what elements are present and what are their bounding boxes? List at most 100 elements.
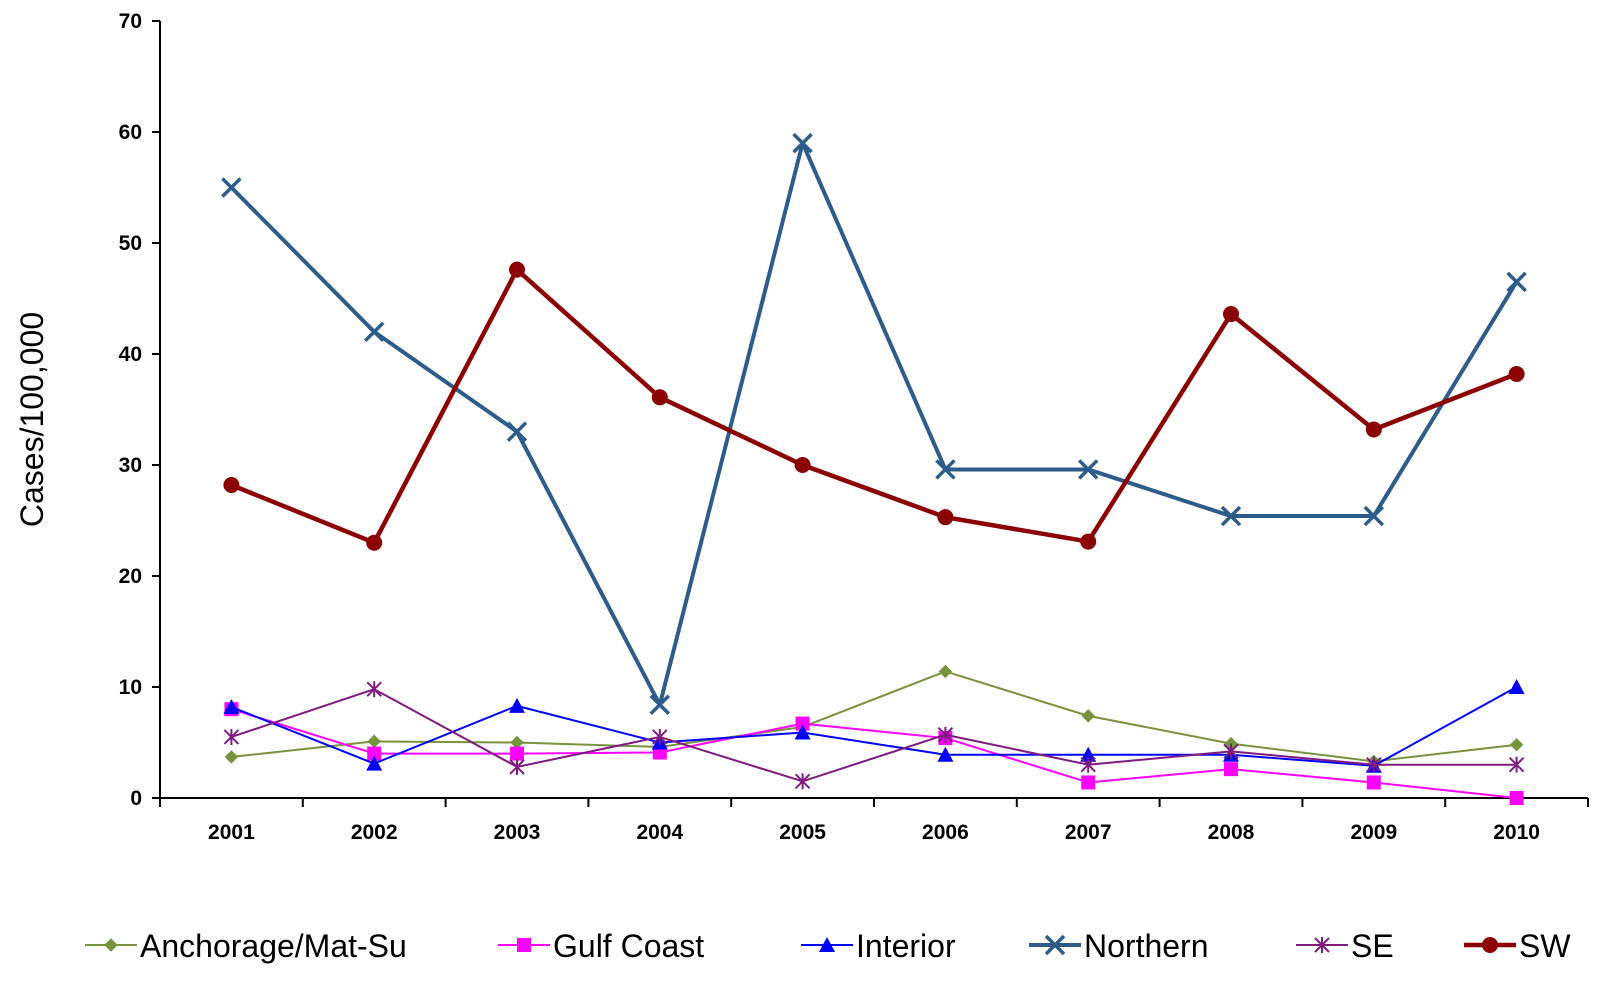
legend-item-sw: SW xyxy=(1464,928,1571,964)
legend-label: SE xyxy=(1351,928,1394,964)
legend-marker xyxy=(1314,937,1330,953)
series-line xyxy=(231,708,1517,799)
data-point xyxy=(509,758,525,775)
y-tick-label: 10 xyxy=(119,676,142,699)
data-point xyxy=(1080,746,1097,762)
legend-item-interior: Interior xyxy=(801,928,956,964)
data-point xyxy=(937,509,954,526)
y-tick-label: 30 xyxy=(119,454,142,477)
x-tick-label: 2005 xyxy=(779,821,826,844)
data-point xyxy=(1366,775,1381,790)
series-line xyxy=(231,670,1517,763)
legend-item-northern: Northern xyxy=(1029,928,1209,964)
data-point xyxy=(1366,756,1382,773)
y-tick-label: 40 xyxy=(119,343,142,366)
data-point xyxy=(1365,421,1382,438)
data-point xyxy=(937,726,954,743)
x-tick-label: 2007 xyxy=(1065,821,1112,844)
legend-marker xyxy=(104,938,118,952)
data-point xyxy=(1220,505,1242,527)
y-axis-label: Cases/100,000 xyxy=(14,312,50,527)
x-tick-label: 2003 xyxy=(494,821,541,844)
legend-label: Gulf Coast xyxy=(553,928,704,964)
y-axis-ticks: 0 10 20 30 40 50 60 70 xyxy=(119,10,160,810)
data-point xyxy=(1080,533,1097,550)
data-point xyxy=(1224,762,1238,777)
data-point xyxy=(1223,743,1239,760)
data-point xyxy=(509,697,525,713)
legend-item-se: SE xyxy=(1296,928,1394,964)
series-anchorage-mat-su xyxy=(224,664,1524,769)
data-point xyxy=(1509,791,1524,805)
data-point xyxy=(651,389,668,406)
data-point xyxy=(223,728,240,745)
data-point xyxy=(1506,271,1527,293)
y-tick-label: 70 xyxy=(119,10,142,33)
data-point xyxy=(1223,306,1239,323)
x-tick-label: 2009 xyxy=(1350,821,1397,844)
series-interior xyxy=(223,679,1525,773)
series-se xyxy=(223,681,1525,790)
data-point xyxy=(366,681,382,698)
x-tick-label: 2010 xyxy=(1493,821,1540,844)
data-point xyxy=(221,177,242,198)
legend-label: Northern xyxy=(1084,928,1209,964)
series-line xyxy=(231,686,1518,767)
data-point xyxy=(1509,738,1524,752)
series-sw xyxy=(223,261,1525,551)
data-point xyxy=(1081,709,1095,723)
y-tick-label: 20 xyxy=(119,565,142,588)
data-point xyxy=(1363,505,1385,527)
data-point xyxy=(1080,756,1096,773)
data-point xyxy=(794,457,811,473)
x-tick-label: 2004 xyxy=(636,821,683,844)
data-point xyxy=(795,716,810,731)
x-tick-label: 2006 xyxy=(922,821,969,844)
data-point xyxy=(363,321,385,343)
y-tick-label: 60 xyxy=(119,121,142,144)
data-point xyxy=(224,750,239,764)
data-point xyxy=(367,746,382,761)
x-tick-label: 2008 xyxy=(1208,821,1255,844)
legend-item-gulf-coast: Gulf Coast xyxy=(498,928,704,964)
data-point xyxy=(366,755,383,771)
data-point xyxy=(223,698,240,714)
legend-marker xyxy=(517,938,531,952)
data-point xyxy=(1077,459,1099,480)
data-point xyxy=(652,728,668,745)
data-point xyxy=(1081,775,1096,790)
data-point xyxy=(794,724,811,740)
series-northern xyxy=(221,132,1527,715)
data-point xyxy=(649,694,671,715)
legend-label: Anchorage/Mat-Su xyxy=(140,928,407,964)
data-point xyxy=(935,459,956,480)
x-tick-label: 2001 xyxy=(208,821,255,844)
series-line xyxy=(230,267,1518,545)
x-axis-ticks: 2001 2002 2003 2004 2005 2006 2007 2008 2009 2010 xyxy=(159,798,1589,844)
data-point xyxy=(1508,756,1525,773)
data-point xyxy=(510,746,524,761)
data-point xyxy=(937,746,954,762)
data-point xyxy=(506,421,528,442)
data-point xyxy=(367,734,381,749)
plot-area xyxy=(221,132,1527,805)
data-point xyxy=(1508,365,1525,382)
legend-item-anchorage-mat-su: Anchorage/Mat-Su xyxy=(85,928,407,964)
legend-marker xyxy=(1482,937,1498,953)
legend-label: SW xyxy=(1519,928,1571,964)
x-tick-label: 2002 xyxy=(351,821,398,844)
y-tick-label: 0 xyxy=(130,787,142,810)
series-gulf-coast xyxy=(224,702,1524,805)
data-point xyxy=(794,773,811,790)
legend-marker xyxy=(819,937,835,952)
data-point xyxy=(792,132,813,154)
series-line xyxy=(229,141,1519,707)
legend-label: Interior xyxy=(856,928,956,964)
data-point xyxy=(1508,679,1525,694)
legend: Anchorage/Mat-Su Gulf Coast Interior Northe… xyxy=(85,928,1571,964)
data-point xyxy=(509,261,525,278)
legend-marker xyxy=(1044,934,1066,956)
data-point xyxy=(938,664,953,679)
y-tick-label: 50 xyxy=(119,232,142,255)
